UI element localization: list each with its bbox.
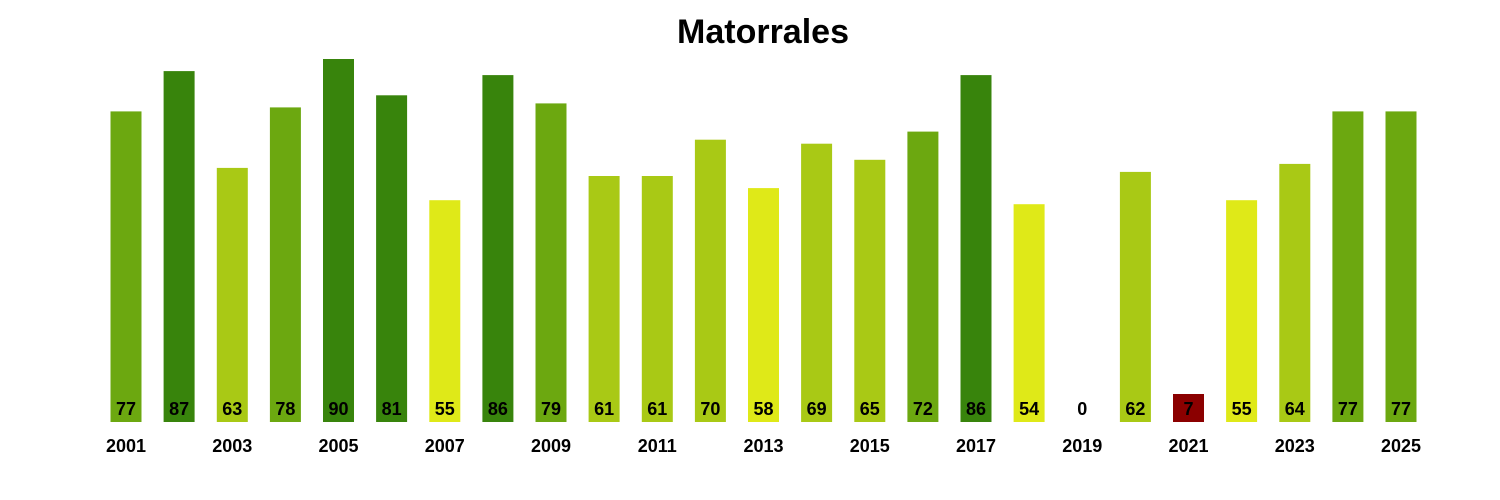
value-label-2002: 87 xyxy=(169,399,189,419)
bar-2015 xyxy=(854,159,886,423)
bar-2010 xyxy=(588,176,620,422)
value-label-2011: 61 xyxy=(647,399,667,419)
bar-2020 xyxy=(1119,171,1151,422)
bar-2006 xyxy=(376,95,408,423)
value-label-2004: 78 xyxy=(275,399,295,419)
value-label-2005: 90 xyxy=(328,399,348,419)
x-tick-label-2005: 2005 xyxy=(318,436,358,456)
value-label-2012: 70 xyxy=(700,399,720,419)
value-label-2013: 58 xyxy=(753,399,773,419)
bar-2004 xyxy=(269,107,301,423)
bar-2018 xyxy=(1013,204,1045,422)
value-label-2021: 7 xyxy=(1183,399,1193,419)
x-tick-labels-group: 2001 2003 2005 2007 2009 2011 2013 2015 2017 2019… xyxy=(106,436,1421,456)
bar-2012 xyxy=(694,139,726,422)
x-tick-label-2019: 2019 xyxy=(1062,436,1102,456)
value-labels-group: 77 87 63 78 90 81 55 86 79 61 61 70 58 69 65 72 86 54 0 62 7… xyxy=(116,399,1411,419)
chart-title: Matorrales xyxy=(677,13,849,51)
bar-2001 xyxy=(110,111,142,423)
bar-2022 xyxy=(1226,200,1258,422)
value-label-2019: 0 xyxy=(1077,399,1087,419)
x-tick-label-2021: 2021 xyxy=(1168,436,1208,456)
value-label-2003: 63 xyxy=(222,399,242,419)
bar-2024 xyxy=(1332,111,1364,423)
bar-2013 xyxy=(748,188,779,422)
x-tick-label-2003: 2003 xyxy=(212,436,252,456)
bar-2017 xyxy=(960,75,992,422)
bar-2011 xyxy=(641,176,673,422)
x-tick-label-2015: 2015 xyxy=(850,436,890,456)
x-tick-label-2013: 2013 xyxy=(743,436,783,456)
value-label-2024: 77 xyxy=(1338,399,1358,419)
x-tick-label-2009: 2009 xyxy=(531,436,571,456)
bar-2016 xyxy=(907,131,939,422)
x-tick-label-2007: 2007 xyxy=(425,436,465,456)
value-label-2006: 81 xyxy=(382,399,402,419)
bar-2021 xyxy=(1173,394,1204,422)
x-tick-label-2025: 2025 xyxy=(1381,436,1421,456)
value-label-2008: 86 xyxy=(488,399,508,419)
value-label-2018: 54 xyxy=(1019,399,1039,419)
bars-group xyxy=(110,59,1417,423)
x-tick-label-2011: 2011 xyxy=(638,436,677,456)
bar-2005 xyxy=(323,59,354,422)
value-label-2009: 79 xyxy=(541,399,561,419)
x-tick-label-2001: 2001 xyxy=(106,436,146,456)
value-label-2010: 61 xyxy=(594,399,614,419)
bar-2025 xyxy=(1385,111,1417,423)
value-label-2015: 65 xyxy=(860,399,880,419)
value-label-2014: 69 xyxy=(807,399,827,419)
value-label-2022: 55 xyxy=(1232,399,1252,419)
value-label-2001: 77 xyxy=(116,399,136,419)
value-label-2017: 86 xyxy=(966,399,986,419)
bar-2014 xyxy=(801,143,833,422)
bar-2007 xyxy=(429,200,461,422)
bar-2008 xyxy=(482,75,514,422)
bar-2023 xyxy=(1279,163,1311,422)
x-tick-label-2023: 2023 xyxy=(1275,436,1315,456)
bar-2003 xyxy=(216,167,248,422)
value-label-2023: 64 xyxy=(1285,399,1305,419)
value-label-2007: 55 xyxy=(435,399,455,419)
x-tick-label-2017: 2017 xyxy=(956,436,996,456)
value-label-2020: 62 xyxy=(1125,399,1145,419)
bar-2002 xyxy=(163,71,195,422)
value-label-2025: 77 xyxy=(1391,399,1411,419)
value-label-2016: 72 xyxy=(913,399,933,419)
bar-2009 xyxy=(535,103,567,423)
